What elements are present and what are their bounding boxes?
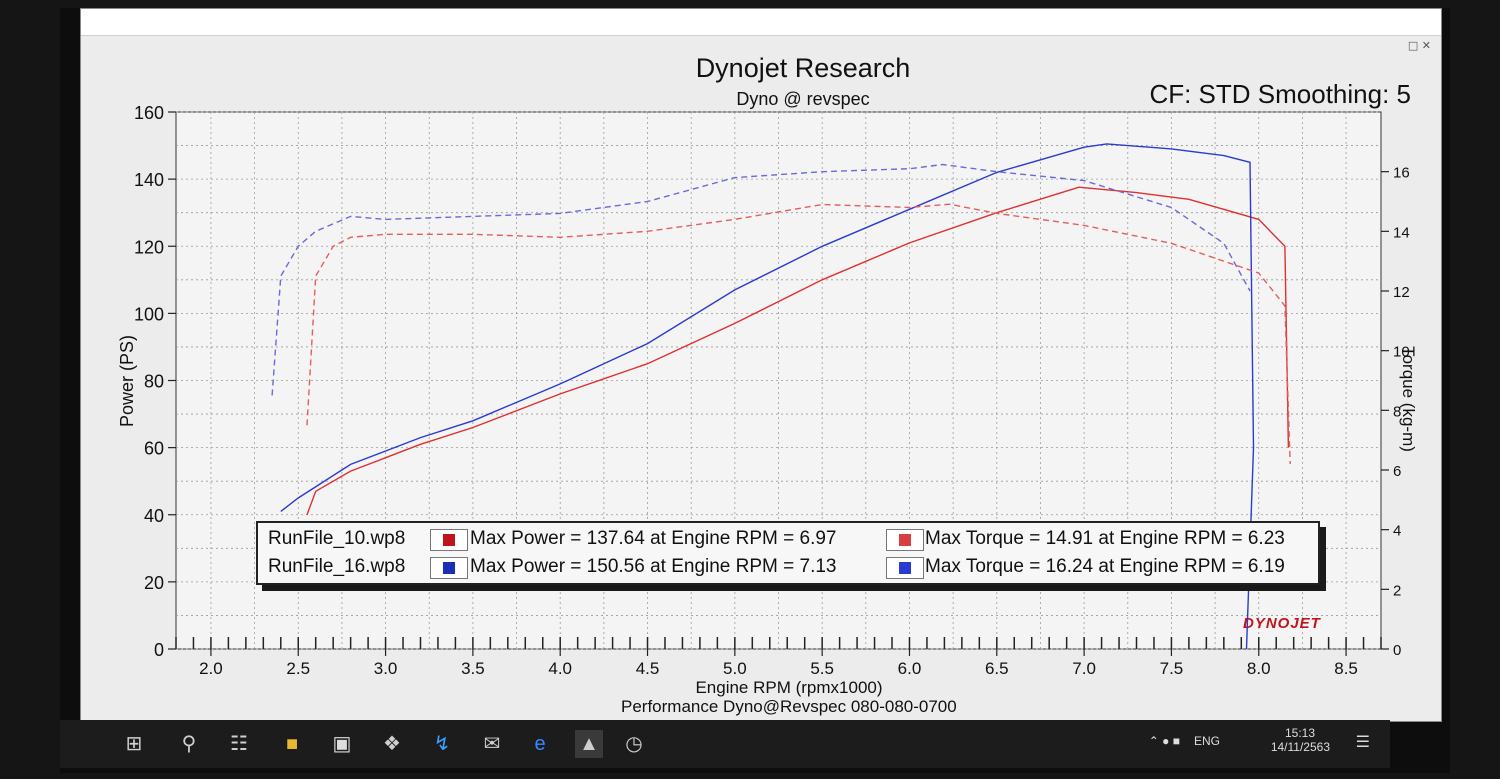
y-tick-label: 120: [134, 237, 164, 257]
correction-factor-label: CF: STD Smoothing: 5: [1149, 79, 1411, 109]
legend-row-runfile-16[interactable]: RunFile_16.wp8 Max Power = 150.56 at Eng…: [258, 553, 1318, 581]
taskbar: ⊞ ⚲ ☷ ■ ▣ ❖ ↯ ✉ e ▲ ◷ ⌃ ● ■ ENG 15:13 14…: [60, 720, 1390, 768]
x-axis-label: Engine RPM (rpmx1000): [695, 678, 882, 697]
y-tick-label: 160: [134, 103, 164, 123]
window-controls[interactable]: □ ✕: [1407, 39, 1431, 52]
clock-app-icon[interactable]: ◷: [625, 733, 643, 755]
legend-max-torque: Max Torque = 14.91 at Engine RPM = 6.23: [925, 528, 1285, 549]
y-tick-label: 100: [134, 304, 164, 324]
series-torque-line-3: [271, 163, 1251, 396]
edge-browser-icon[interactable]: e: [534, 733, 546, 755]
x-tick-label: 4.5: [636, 659, 660, 678]
series-power-line-1: [280, 143, 1255, 650]
x-tick-label: 5.5: [810, 659, 834, 678]
legend-row-runfile-10[interactable]: RunFile_10.wp8 Max Power = 137.64 at Eng…: [258, 525, 1318, 553]
y2-tick-label: 2: [1393, 582, 1401, 599]
x-tick-label: 2.5: [286, 659, 310, 678]
store-icon[interactable]: ▣: [332, 733, 352, 755]
legend-file-name: RunFile_16.wp8: [268, 556, 406, 577]
y2-tick-label: 12: [1393, 284, 1410, 301]
y-tick-labels: 0 20 40 60 80 100 120 140 160: [134, 103, 176, 660]
dyno-app-window: □ ✕ CF: STD Smoothing: 5 Dynojet Researc…: [80, 8, 1442, 722]
task-view-icon[interactable]: ☷: [230, 733, 248, 755]
dynojet-logo: DYNOJET: [1243, 615, 1321, 632]
app-lightning-icon[interactable]: ↯: [433, 733, 451, 755]
y-tick-label: 80: [144, 372, 164, 392]
series-torque-line-2: [306, 203, 1291, 465]
y2-tick-labels: 0 2 4 6 8 10 12 14 16: [1381, 165, 1410, 659]
legend-swatch-power: [430, 557, 468, 579]
dropbox-icon[interactable]: ❖: [383, 733, 401, 755]
language-indicator[interactable]: ENG: [1193, 734, 1220, 748]
clock-date[interactable]: 14/11/2563: [1270, 740, 1330, 754]
app-titlebar: [81, 9, 1441, 36]
x-tick-labels: 2.0 2.5 3.0 3.5 4.0 4.5 5.0 5.5 6.0 6.5 7.0 7.5 8.0 8…: [199, 649, 1358, 678]
x-tick-label: 8.5: [1334, 659, 1358, 678]
dynojet-app-icon[interactable]: ▲: [575, 730, 603, 758]
y2-tick-label: 8: [1393, 403, 1401, 420]
x-tick-label: 3.5: [461, 659, 485, 678]
notification-icon[interactable]: ☰: [1355, 734, 1370, 751]
legend-max-torque: Max Torque = 16.24 at Engine RPM = 6.19: [925, 556, 1285, 577]
x-tick-label: 6.5: [985, 659, 1009, 678]
y-tick-label: 140: [134, 170, 164, 190]
x-tick-label: 7.0: [1072, 659, 1096, 678]
legend-swatch-torque: [886, 557, 924, 579]
legend-max-power: Max Power = 137.64 at Engine RPM = 6.97: [470, 528, 837, 549]
legend-max-power: Max Power = 150.56 at Engine RPM = 7.13: [470, 556, 837, 577]
x-tick-label: 4.0: [548, 659, 572, 678]
search-icon[interactable]: ⚲: [181, 733, 197, 755]
x-tick-label: 2.0: [199, 659, 223, 678]
clock-time[interactable]: 15:13: [1284, 726, 1315, 740]
tray-icons[interactable]: ⌃ ● ■: [1148, 734, 1180, 748]
x-minor-ticks: [175, 637, 1382, 649]
x-tick-label: 7.5: [1160, 659, 1184, 678]
x-tick-label: 8.0: [1247, 659, 1271, 678]
y-tick-label: 40: [144, 506, 164, 526]
y-axis-label: Power (PS): [117, 335, 137, 427]
y-tick-label: 20: [144, 573, 164, 593]
y2-tick-label: 0: [1393, 642, 1401, 659]
x-tick-label: 5.0: [723, 659, 747, 678]
legend-swatch-power: [430, 529, 468, 551]
legend: RunFile_10.wp8 Max Power = 137.64 at Eng…: [256, 521, 1320, 585]
y2-tick-label: 10: [1393, 344, 1410, 361]
y-tick-label: 60: [144, 439, 164, 459]
footer-contact: Performance Dyno@Revspec 080-080-0700: [621, 697, 957, 716]
y2-tick-label: 14: [1393, 224, 1410, 241]
mail-icon[interactable]: ✉: [483, 733, 501, 755]
chart-subtitle: Dyno @ revspec: [736, 89, 869, 109]
dyno-chart: Dynojet Research Dyno @ revspec 2.0 2.5 3.…: [117, 53, 1418, 697]
y2-tick-label: 16: [1393, 165, 1410, 182]
y2-tick-label: 4: [1393, 523, 1401, 540]
y-tick-label: 0: [154, 640, 164, 660]
legend-file-name: RunFile_10.wp8: [268, 528, 406, 549]
x-tick-label: 6.0: [898, 659, 922, 678]
series-power-line-0: [306, 186, 1290, 516]
windows-start-icon[interactable]: ⊞: [125, 733, 143, 755]
monitor-screen: □ ✕ CF: STD Smoothing: 5 Dynojet Researc…: [60, 8, 1450, 773]
y2-axis-label: Torque (kg-m): [1399, 346, 1418, 452]
y2-tick-label: 6: [1393, 463, 1401, 480]
file-explorer-icon[interactable]: ■: [285, 733, 299, 755]
chart-title: Dynojet Research: [696, 53, 911, 83]
x-tick-label: 3.0: [374, 659, 398, 678]
legend-swatch-torque: [886, 529, 924, 551]
series-layer: [271, 143, 1291, 650]
